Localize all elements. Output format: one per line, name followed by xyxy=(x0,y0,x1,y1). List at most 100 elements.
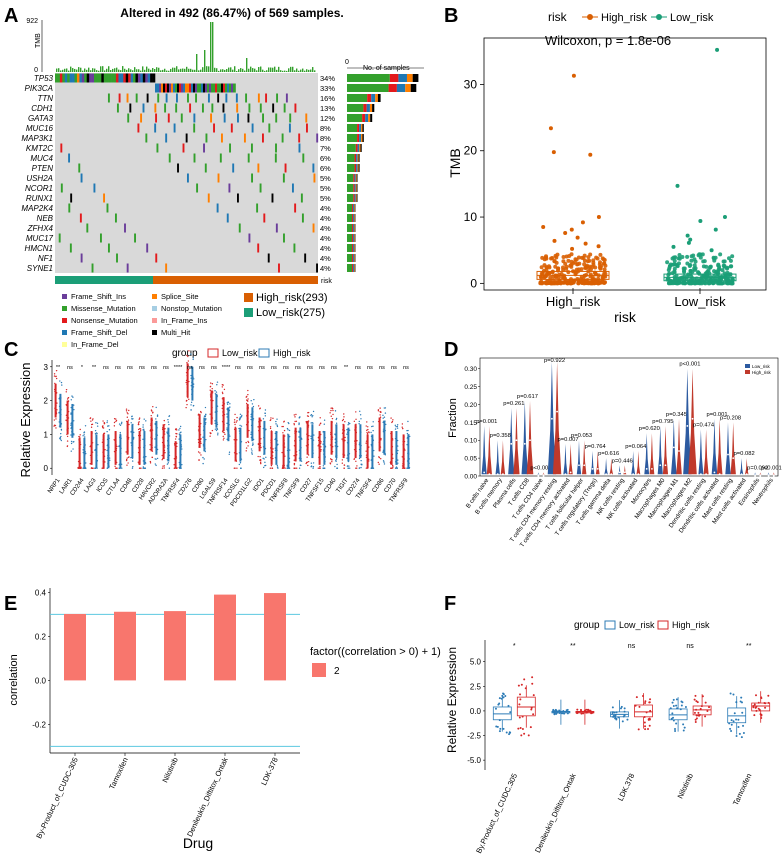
f-point xyxy=(521,727,524,730)
c-point xyxy=(209,435,211,437)
f-point xyxy=(498,730,501,733)
tmb-bar xyxy=(250,66,252,72)
c-point xyxy=(335,418,337,421)
c-point xyxy=(60,435,62,438)
side-bar-segment xyxy=(353,254,355,262)
d-mean-point xyxy=(686,425,689,427)
gene-label: HMCN1 xyxy=(25,244,53,253)
mutation-cell xyxy=(276,93,279,103)
c-point xyxy=(187,360,190,362)
d-violin xyxy=(500,440,506,475)
c-point xyxy=(341,419,344,422)
c-point xyxy=(229,435,231,437)
b-point xyxy=(711,281,716,286)
c-point xyxy=(353,420,356,423)
c-point xyxy=(109,459,111,462)
c-significance-label: ns xyxy=(103,365,109,371)
tmb-bar xyxy=(254,68,256,72)
c-point xyxy=(210,382,212,384)
b-point xyxy=(702,259,707,264)
mutation-cell xyxy=(165,263,168,273)
side-bar-segment xyxy=(354,204,355,212)
side-bar-segment xyxy=(355,174,357,182)
c-point xyxy=(95,422,97,424)
mutation-cell xyxy=(268,123,271,133)
c-point xyxy=(335,422,338,424)
mutation-cell xyxy=(257,163,260,173)
mutation-cell xyxy=(180,113,183,123)
b-point xyxy=(566,258,571,263)
mutation-cell xyxy=(275,223,278,233)
side-bar-segment xyxy=(352,204,354,212)
c-point xyxy=(161,454,163,457)
c-point xyxy=(247,398,249,400)
d-violin xyxy=(758,472,762,475)
c-point xyxy=(142,467,144,469)
b-point xyxy=(542,263,547,268)
tmb-bar xyxy=(280,70,282,72)
side-bar-segment xyxy=(410,84,417,92)
d-y-tick-label: 0.15 xyxy=(464,420,477,427)
e-legend-swatch xyxy=(312,663,326,677)
tmb-bar xyxy=(230,67,232,72)
d-pvalue-label: p=0.795 xyxy=(652,419,673,425)
tmb-bar xyxy=(300,69,302,72)
tmb-bar xyxy=(292,66,294,72)
d-violin xyxy=(676,418,682,475)
c-point xyxy=(132,466,134,468)
mutation-cell xyxy=(154,123,157,133)
c-point xyxy=(198,459,200,461)
mutation-cell xyxy=(205,133,208,143)
f-point xyxy=(508,733,511,736)
f-point xyxy=(694,721,697,724)
c-point xyxy=(252,442,254,444)
c-point xyxy=(179,427,181,430)
c-point xyxy=(262,466,265,469)
c-y-tick-label: 0 xyxy=(44,464,49,473)
c-point xyxy=(293,414,295,416)
d-violin xyxy=(631,450,636,475)
f-point xyxy=(502,693,505,696)
mutation-cell xyxy=(129,103,132,113)
c-point xyxy=(60,429,63,431)
tmb-bar xyxy=(198,70,200,72)
mutation-cell xyxy=(282,173,285,183)
c-point xyxy=(283,429,286,432)
c-point xyxy=(65,419,67,421)
mutation-legend-label: Frame_Shift_Del xyxy=(71,328,128,337)
d-pvalue-label: p<0.001 xyxy=(530,465,551,471)
c-point xyxy=(197,451,200,453)
mutation-cell xyxy=(265,93,268,103)
f-point xyxy=(735,734,738,737)
mutation-cell xyxy=(193,113,196,123)
d-violin xyxy=(604,458,608,475)
f-point xyxy=(742,732,745,735)
c-point xyxy=(216,383,218,386)
c-point xyxy=(247,440,249,443)
d-mean-point xyxy=(610,473,613,476)
c-point xyxy=(320,441,322,443)
c-point xyxy=(295,420,298,423)
c-point xyxy=(311,416,313,418)
d-mean-point xyxy=(767,475,770,477)
tmb-bar xyxy=(272,67,274,72)
c-significance-label: ns xyxy=(247,365,253,371)
f-point xyxy=(708,706,711,709)
d-violin xyxy=(495,440,500,475)
side-bar-segment xyxy=(347,204,353,212)
tmb-bar xyxy=(104,70,106,72)
c-point xyxy=(125,408,128,410)
side-bar-segment xyxy=(353,214,355,222)
c-point xyxy=(293,467,295,469)
d-mean-point xyxy=(515,439,518,442)
b-point xyxy=(721,259,726,264)
legend-swatch-low-d xyxy=(745,364,750,368)
tmb-bar xyxy=(84,68,86,72)
f-point xyxy=(638,705,641,708)
percent-label: 4% xyxy=(320,204,331,213)
c-point xyxy=(203,458,205,460)
c-point xyxy=(383,463,386,465)
percent-label: 13% xyxy=(320,104,335,113)
d-violin xyxy=(486,425,492,475)
side-bar-segment xyxy=(347,154,355,162)
